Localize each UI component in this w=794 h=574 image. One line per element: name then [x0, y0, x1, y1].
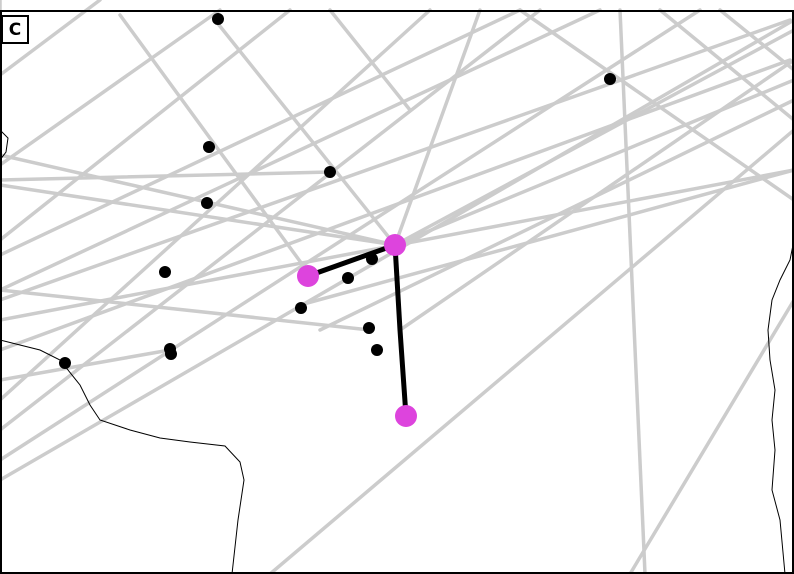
route-line [0, 8, 222, 167]
route-line [0, 0, 102, 77]
route-line [0, 8, 522, 257]
coastline-layer [0, 129, 794, 574]
route-line [298, 168, 794, 307]
highlighted-link [307, 242, 409, 417]
station-marker [159, 266, 171, 278]
route-line [0, 8, 292, 242]
route-line [518, 8, 794, 202]
station-marker [201, 197, 213, 209]
station-marker [363, 322, 375, 334]
station-marker [604, 73, 616, 85]
route-line [393, 78, 794, 247]
route-line [318, 98, 794, 332]
station-marker [59, 357, 71, 369]
route-line [0, 348, 172, 382]
route-line [0, 288, 372, 332]
route-line [0, 18, 792, 302]
route-line [118, 13, 312, 277]
coastline-segment [0, 339, 245, 574]
highlighted-path-layer [297, 234, 417, 427]
route-line [268, 128, 794, 574]
route-line [618, 8, 647, 574]
station-marker [165, 348, 177, 360]
station-marker [342, 272, 354, 284]
route-line [0, 58, 792, 352]
coastline-segment [767, 239, 794, 574]
coastline-segment [0, 129, 9, 161]
route-line [0, 183, 397, 247]
station-marker [203, 141, 215, 153]
highlighted-node [297, 265, 319, 287]
route-line [328, 8, 412, 112]
station-marker [371, 344, 383, 356]
route-line [0, 153, 397, 247]
route-line [0, 170, 332, 182]
map-border [0, 10, 794, 574]
highlighted-node [395, 405, 417, 427]
route-line [718, 8, 794, 72]
highlighted-node [384, 234, 406, 256]
route-line [658, 8, 794, 122]
route-line [393, 8, 482, 247]
stations-layer [59, 13, 616, 369]
station-marker [324, 166, 336, 178]
station-marker [212, 13, 224, 25]
route-line [0, 8, 602, 292]
route-line [213, 18, 397, 247]
station-marker [295, 302, 307, 314]
route-line [628, 298, 794, 574]
panel-label: C [1, 15, 29, 44]
